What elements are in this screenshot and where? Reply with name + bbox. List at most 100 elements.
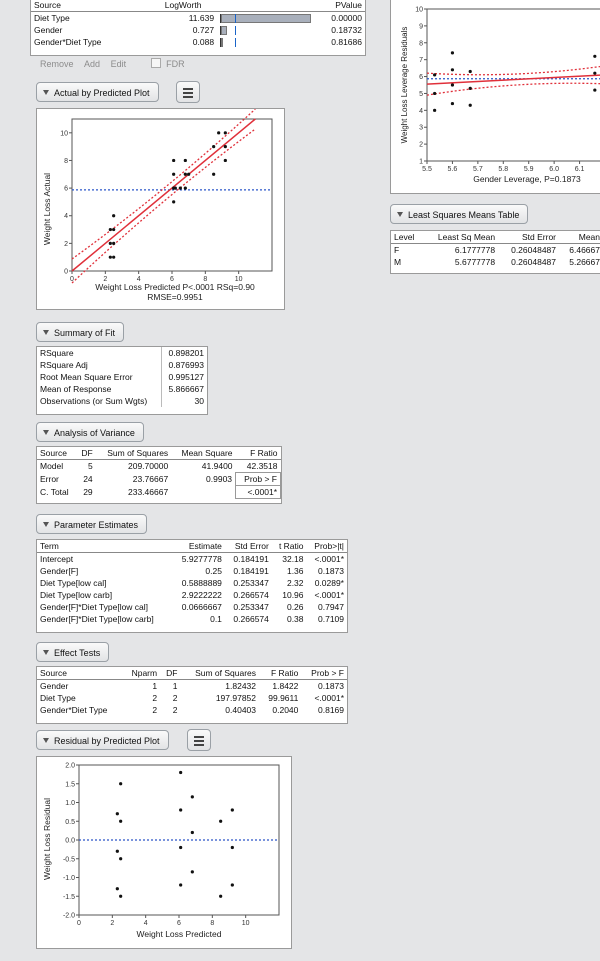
source-cell: Error bbox=[40, 474, 59, 484]
data-point bbox=[433, 91, 437, 96]
summary-of-fit-table: RSquare 0.898201 RSquare Adj 0.876993 Root… bbox=[36, 346, 208, 415]
source-cell: C. Total bbox=[40, 487, 69, 497]
summary-of-fit-toggle[interactable]: Summary of Fit bbox=[36, 322, 125, 342]
fratio-cell: 0.2040 bbox=[272, 705, 299, 715]
table-row: Gender 0.727 0.18732 bbox=[31, 24, 365, 36]
gender-leverage-plot: Weight Loss Leverage Residuals Gender Le… bbox=[390, 0, 600, 194]
x-tick-label: 2 bbox=[103, 276, 107, 283]
data-point bbox=[190, 870, 194, 874]
term-cell: Intercept bbox=[40, 554, 74, 564]
stat-label: Observations (or Sum Wgts) bbox=[40, 396, 148, 406]
edit-button[interactable]: Edit bbox=[110, 59, 127, 69]
table-row: Diet Type[low carb] 2.9222222 0.266574 10.9… bbox=[37, 589, 347, 601]
significance-marker bbox=[235, 13, 237, 23]
tratio-cell: 2.32 bbox=[286, 578, 304, 588]
term-cell: Gender[F]*Diet Type[low cal] bbox=[40, 602, 149, 612]
menu-icon[interactable] bbox=[187, 729, 211, 751]
effect-tests-toggle[interactable]: Effect Tests bbox=[36, 642, 110, 662]
pvalue-cell: 0.00000 bbox=[331, 13, 362, 23]
col-nparm: Nparm bbox=[123, 667, 161, 680]
fratio-cell: 42.3518 bbox=[246, 461, 278, 471]
stat-label: RSquare Adj bbox=[40, 360, 88, 370]
fdr-checkbox[interactable] bbox=[150, 58, 161, 68]
nparm-cell: 1 bbox=[152, 681, 158, 691]
stat-value: 5.866667 bbox=[160, 383, 207, 395]
prob-cell: <.0001* bbox=[314, 590, 344, 600]
estimate-cell: 0.0666667 bbox=[181, 602, 222, 612]
disclosure-icon bbox=[43, 330, 49, 335]
actual-by-predicted-plot: Weight Loss Actual Weight Loss Predicted… bbox=[36, 108, 285, 310]
x-tick-label: 2 bbox=[110, 920, 114, 927]
col-source: Source bbox=[37, 447, 77, 460]
residual-by-predicted-toggle[interactable]: Residual by Predicted Plot bbox=[36, 730, 169, 750]
col-ss: Sum of Squares bbox=[180, 667, 260, 680]
y-tick-label: 0 bbox=[64, 269, 68, 276]
y-tick-label: 7 bbox=[419, 57, 423, 64]
analysis-of-variance-toggle[interactable]: Analysis of Variance bbox=[36, 422, 144, 442]
mean-cell: 5.26667 bbox=[569, 257, 600, 267]
x-tick-label: 5.7 bbox=[473, 166, 483, 173]
stderr-cell: 0.253347 bbox=[233, 578, 269, 588]
col-source: Source bbox=[31, 0, 115, 12]
add-button[interactable]: Add bbox=[84, 59, 101, 69]
x-tick-label: 10 bbox=[242, 920, 250, 927]
data-point bbox=[172, 172, 176, 176]
source-cell: Gender*Diet Type bbox=[40, 705, 108, 715]
data-point bbox=[468, 103, 472, 107]
stat-value: 0.898201 bbox=[160, 347, 207, 359]
term-cell: Diet Type[low cal] bbox=[40, 578, 107, 588]
significance-marker bbox=[235, 25, 237, 35]
significance-marker bbox=[235, 37, 237, 47]
level-cell: F bbox=[394, 245, 400, 255]
actual-by-predicted-toggle[interactable]: Actual by Predicted Plot bbox=[36, 82, 159, 102]
y-axis-label: Weight Loss Leverage Residuals bbox=[400, 27, 409, 144]
ss-cell: 1.82432 bbox=[225, 681, 257, 691]
table-row: Root Mean Square Error 0.995127 bbox=[37, 371, 207, 383]
data-point bbox=[179, 845, 183, 850]
table-row: Gender*Diet Type 0.088 0.81686 bbox=[31, 36, 365, 48]
data-point bbox=[112, 227, 116, 232]
pvalue-cell: 0.18732 bbox=[331, 25, 362, 35]
x-axis-label: Weight Loss Predicted P<.0001 RSq=0.90 bbox=[95, 282, 255, 292]
pvalue-cell: 0.81686 bbox=[331, 37, 362, 47]
remove-button[interactable]: Remove bbox=[40, 59, 74, 69]
parameter-estimates-table: Term Estimate Std Error t Ratio Prob>|t|… bbox=[36, 539, 348, 633]
estimate-cell: 0.1 bbox=[210, 614, 222, 624]
y-tick-label: -0.5 bbox=[63, 856, 75, 863]
prob-cell: 0.1873 bbox=[318, 566, 344, 576]
stat-label: Root Mean Square Error bbox=[40, 372, 133, 382]
y-tick-label: 6 bbox=[419, 74, 423, 81]
source-cell: Diet Type bbox=[34, 13, 70, 23]
mean-cell: 6.46667 bbox=[569, 245, 600, 255]
prob-cell: 0.8169 bbox=[318, 705, 344, 715]
y-tick-label: -2.0 bbox=[63, 913, 75, 920]
disclosure-icon bbox=[43, 90, 49, 95]
term-cell: Diet Type[low carb] bbox=[40, 590, 113, 600]
data-point bbox=[187, 172, 191, 176]
col-df: DF bbox=[160, 667, 181, 680]
table-row: Gender[F]*Diet Type[low cal] 0.0666667 0.2… bbox=[37, 601, 347, 613]
y-tick-label: 0.0 bbox=[65, 838, 75, 845]
data-point bbox=[230, 845, 234, 850]
x-tick-label: 4 bbox=[137, 276, 141, 283]
table-row: Gender[F] 0.25 0.184191 1.36 0.1873 bbox=[37, 565, 347, 577]
x-tick-label: 8 bbox=[210, 920, 214, 927]
parameter-estimates-toggle[interactable]: Parameter Estimates bbox=[36, 514, 148, 534]
table-row: Observations (or Sum Wgts) 30 bbox=[37, 395, 207, 407]
disclosure-icon bbox=[43, 738, 49, 743]
x-tick-label: 5.9 bbox=[524, 166, 534, 173]
source-cell: Gender bbox=[34, 25, 63, 35]
data-point bbox=[183, 172, 187, 176]
data-point bbox=[450, 51, 455, 55]
table-row: Mean of Response 5.866667 bbox=[37, 383, 207, 395]
data-point bbox=[223, 131, 227, 135]
table-row: Intercept 5.9277778 0.184191 32.18 <.0001* bbox=[37, 553, 347, 566]
menu-icon[interactable] bbox=[176, 81, 200, 103]
x-tick-label: 0 bbox=[70, 276, 74, 283]
stderr-cell: 0.26048487 bbox=[511, 245, 557, 255]
source-cell: Diet Type bbox=[40, 693, 76, 703]
col-stderr: Std Error bbox=[498, 231, 560, 244]
disclosure-icon bbox=[43, 430, 49, 435]
ls-means-toggle[interactable]: Least Squares Means Table bbox=[390, 204, 529, 224]
disclosure-icon bbox=[43, 522, 49, 527]
